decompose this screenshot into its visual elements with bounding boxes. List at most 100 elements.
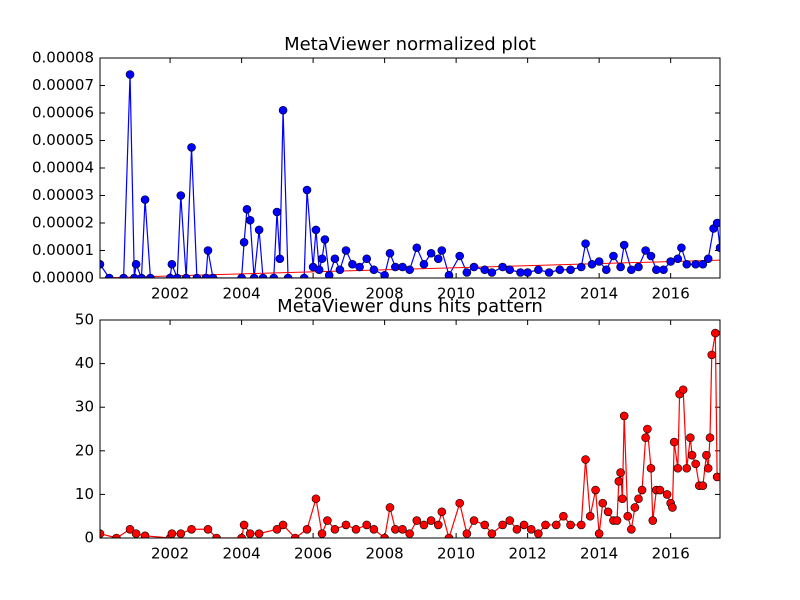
y-tick-label: 0.00008 bbox=[32, 49, 94, 67]
data-point bbox=[208, 273, 218, 278]
data-point bbox=[239, 520, 249, 530]
data-point bbox=[323, 516, 332, 525]
data-point bbox=[362, 520, 372, 530]
data-point bbox=[146, 273, 155, 278]
data-point bbox=[619, 240, 629, 250]
data-point bbox=[269, 273, 279, 278]
data-point bbox=[137, 273, 146, 278]
data-point bbox=[125, 524, 135, 534]
y-tick-label: 0.00006 bbox=[32, 104, 94, 122]
y-tick-label: 30 bbox=[75, 398, 94, 416]
data-point bbox=[192, 273, 202, 278]
data-point bbox=[391, 262, 400, 272]
data-point bbox=[480, 520, 490, 530]
x-tick-label: 2010 bbox=[437, 545, 475, 563]
data-point bbox=[703, 463, 713, 473]
data-point bbox=[603, 507, 613, 517]
x-tick-label: 2012 bbox=[509, 545, 547, 563]
data-point bbox=[469, 516, 479, 525]
data-point bbox=[576, 520, 586, 530]
data-point bbox=[203, 524, 213, 534]
data-point bbox=[181, 273, 191, 278]
data-point bbox=[272, 207, 282, 217]
y-tick-label: 0.00007 bbox=[32, 76, 94, 94]
data-point bbox=[314, 265, 324, 275]
data-point bbox=[627, 265, 636, 275]
data-point bbox=[566, 520, 575, 530]
data-point bbox=[239, 237, 249, 247]
data-point bbox=[245, 215, 255, 225]
data-point bbox=[412, 243, 422, 253]
data-point bbox=[598, 498, 608, 508]
x-tick-label: 2016 bbox=[652, 285, 690, 303]
data-point bbox=[258, 273, 268, 278]
data-point bbox=[523, 268, 532, 277]
data-point bbox=[380, 533, 389, 538]
chart-title: MetaViewer duns hits pattern bbox=[277, 296, 543, 317]
data-point bbox=[201, 273, 211, 278]
data-point bbox=[551, 520, 561, 530]
data-point bbox=[330, 254, 340, 264]
x-tick-label: 2016 bbox=[652, 545, 690, 563]
x-tick-label: 2006 bbox=[294, 285, 332, 303]
data-point bbox=[444, 533, 454, 538]
data-point bbox=[187, 143, 196, 152]
data-point bbox=[455, 498, 465, 508]
y-tick-label: 0.00001 bbox=[32, 241, 94, 259]
data-point bbox=[505, 516, 515, 525]
data-point bbox=[641, 246, 650, 255]
data-point bbox=[534, 265, 543, 275]
data-point bbox=[498, 262, 507, 272]
data-point bbox=[614, 477, 624, 486]
plot-area bbox=[100, 328, 720, 538]
x-tick-label: 2004 bbox=[222, 285, 260, 303]
data-point bbox=[362, 254, 372, 264]
data-point bbox=[369, 265, 379, 275]
data-point bbox=[317, 254, 327, 264]
data-point bbox=[249, 273, 259, 278]
data-point bbox=[140, 531, 150, 538]
x-tick-label: 2014 bbox=[580, 545, 618, 563]
data-point bbox=[555, 265, 565, 275]
plot-area bbox=[100, 70, 720, 278]
data-point bbox=[335, 265, 345, 275]
data-point bbox=[691, 259, 700, 269]
data-point bbox=[317, 529, 327, 538]
data-point bbox=[444, 270, 454, 278]
data-point bbox=[369, 524, 379, 534]
y-tick-label: 0.00002 bbox=[32, 214, 94, 232]
y-tick-label: 0.00004 bbox=[32, 159, 94, 177]
y-tick-label: 40 bbox=[75, 354, 94, 372]
data-point bbox=[254, 225, 264, 235]
data-point bbox=[487, 268, 497, 277]
x-tick-label: 2008 bbox=[366, 545, 404, 563]
data-point bbox=[643, 424, 652, 434]
data-point bbox=[655, 485, 665, 495]
data-point bbox=[498, 520, 507, 530]
data-point bbox=[669, 437, 679, 447]
data-point bbox=[311, 494, 321, 504]
data-point bbox=[272, 524, 282, 534]
data-point bbox=[581, 455, 590, 464]
data-point bbox=[131, 529, 141, 538]
data-point bbox=[245, 529, 255, 538]
data-point bbox=[131, 259, 141, 269]
data-point bbox=[712, 472, 720, 482]
data-point bbox=[203, 246, 213, 255]
data-point bbox=[516, 268, 525, 277]
data-point bbox=[652, 265, 661, 275]
data-point bbox=[673, 463, 683, 473]
data-point bbox=[385, 503, 395, 512]
x-tick-label: 2004 bbox=[222, 545, 260, 563]
axes-frame bbox=[99, 319, 721, 539]
data-point bbox=[278, 520, 288, 530]
data-point bbox=[666, 257, 675, 266]
data-point bbox=[677, 243, 686, 253]
data-point bbox=[426, 248, 436, 258]
data-point bbox=[705, 433, 715, 443]
data-point bbox=[659, 265, 668, 275]
data-point bbox=[341, 520, 351, 530]
data-point bbox=[634, 262, 643, 272]
data-point bbox=[648, 516, 658, 525]
